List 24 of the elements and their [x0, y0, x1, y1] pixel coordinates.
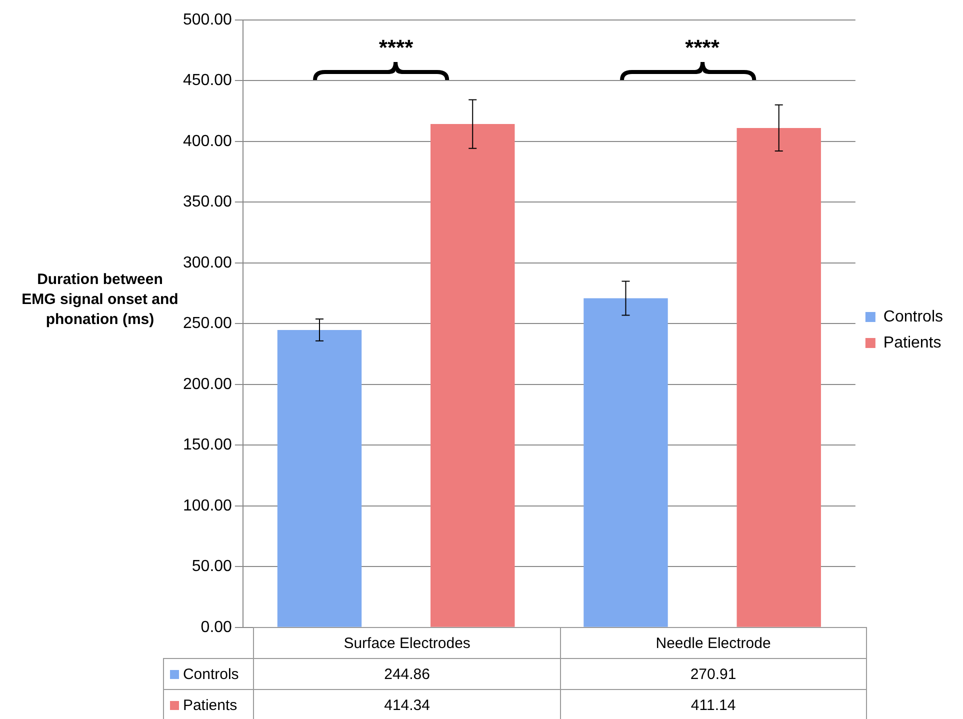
- text: Patients: [182, 696, 238, 714]
- y-tick-label: 500.00: [183, 11, 232, 28]
- y-axis-title: Duration between EMG signal onset and phonation (ms): [20, 270, 180, 330]
- y-tick-label: 350.00: [183, 194, 232, 211]
- y-tick-label: 0.00: [200, 618, 232, 636]
- y-tick-label: 250.00: [183, 315, 232, 332]
- data-label: 270.91: [560, 658, 866, 690]
- annotation: ****: [685, 35, 720, 60]
- data-label: 411.14: [560, 690, 866, 719]
- y-tick-label: 200.00: [183, 376, 232, 393]
- legend-label: Patients: [883, 334, 942, 352]
- y-tick-label: 300.00: [183, 254, 232, 272]
- legend-label: Controls: [163, 658, 254, 690]
- annotation: ****: [378, 35, 414, 60]
- data-label: 414.34: [254, 690, 560, 719]
- y-tick-label: 400.00: [183, 132, 232, 150]
- y-tick-label: 450.00: [183, 72, 232, 90]
- y-tick-label: 150.00: [183, 436, 232, 454]
- x-tick-label: Surface Electrodes: [254, 628, 560, 659]
- text: Controls: [883, 308, 943, 326]
- x-tick-label: Needle Electrode: [560, 628, 866, 659]
- y-tick-label: 100.00: [183, 497, 232, 514]
- y-tick-label: 50.00: [192, 558, 232, 576]
- data-label: 244.86: [254, 658, 560, 690]
